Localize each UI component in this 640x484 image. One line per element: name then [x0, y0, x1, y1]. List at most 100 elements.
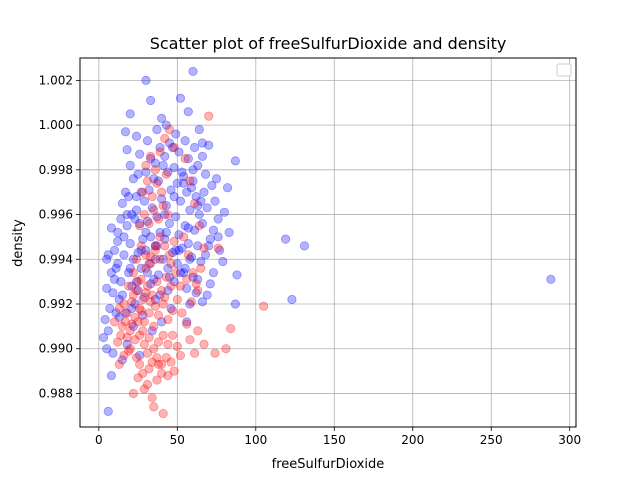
- data-point: [102, 254, 112, 264]
- data-point: [174, 230, 184, 240]
- data-point: [120, 308, 131, 318]
- data-point: [133, 317, 143, 327]
- data-point: [150, 254, 160, 264]
- data-point: [116, 277, 126, 287]
- data-point: [150, 245, 160, 255]
- data-point: [153, 270, 164, 280]
- data-point: [189, 198, 200, 208]
- data-point: [125, 344, 135, 354]
- data-point: [135, 218, 145, 229]
- data-point: [208, 225, 219, 235]
- data-point: [157, 194, 167, 204]
- data-point: [142, 176, 153, 186]
- data-point: [136, 245, 146, 255]
- data-point: [185, 205, 195, 215]
- data-point: [172, 341, 182, 352]
- data-point: [153, 176, 164, 186]
- data-point: [175, 196, 186, 206]
- data-point: [146, 279, 156, 289]
- data-point: [259, 301, 269, 311]
- data-point: [188, 268, 198, 278]
- data-point: [146, 151, 156, 161]
- data-point: [114, 294, 124, 305]
- grid-lines: [80, 58, 576, 427]
- data-point: [189, 348, 200, 358]
- data-point: [149, 344, 159, 354]
- data-point: [150, 165, 160, 175]
- data-point: [122, 145, 132, 155]
- data-point: [141, 227, 151, 238]
- data-point: [174, 245, 184, 255]
- data-point: [128, 290, 138, 300]
- data-point: [218, 256, 228, 267]
- data-point: [210, 348, 220, 358]
- data-point: [142, 281, 153, 291]
- data-point: [142, 136, 153, 146]
- data-point: [105, 303, 115, 314]
- data-point: [146, 252, 156, 262]
- data-point: [108, 288, 118, 298]
- data-point: [146, 154, 156, 164]
- data-point: [182, 274, 192, 284]
- data-point: [204, 140, 214, 150]
- data-point: [150, 294, 160, 305]
- data-point: [155, 227, 165, 238]
- data-point: [161, 227, 171, 238]
- data-point: [174, 147, 184, 157]
- data-point: [166, 281, 176, 291]
- data-point: [103, 250, 113, 260]
- data-point: [157, 317, 167, 327]
- data-point: [164, 138, 175, 148]
- data-point: [133, 169, 143, 179]
- data-point: [149, 274, 159, 284]
- data-point: [102, 344, 112, 354]
- data-point: [200, 169, 211, 179]
- data-point: [106, 370, 116, 381]
- data-point: [98, 332, 109, 343]
- y-tick-label: 0.988: [39, 386, 73, 400]
- data-point: [185, 254, 195, 264]
- x-tick-label: 150: [323, 433, 346, 447]
- data-point: [149, 402, 159, 412]
- y-tick-label: 1.000: [39, 118, 73, 132]
- data-point: [193, 160, 203, 170]
- chart-title: Scatter plot of freeSulfurDioxide and de…: [150, 34, 507, 53]
- data-point: [144, 364, 154, 374]
- data-point: [124, 281, 134, 291]
- data-point: [125, 160, 135, 170]
- data-point: [194, 209, 204, 220]
- data-point: [119, 232, 129, 242]
- data-point: [139, 384, 149, 394]
- data-point: [141, 167, 151, 177]
- data-point: [166, 259, 176, 269]
- data-point: [150, 301, 160, 311]
- data-point: [119, 350, 129, 361]
- data-point: [169, 236, 179, 246]
- data-point: [139, 209, 149, 220]
- data-point: [114, 359, 124, 369]
- data-point: [147, 192, 157, 202]
- data-point: [127, 209, 137, 220]
- data-point: [109, 317, 120, 327]
- data-point: [185, 176, 195, 186]
- data-point: [147, 290, 157, 300]
- data-point: [147, 357, 157, 367]
- data-point: [164, 218, 175, 229]
- data-point: [130, 312, 140, 323]
- data-point: [128, 254, 138, 264]
- data-point: [117, 321, 127, 331]
- data-point: [169, 277, 179, 287]
- data-point: [102, 283, 112, 293]
- data-point: [133, 277, 143, 287]
- data-point: [182, 319, 192, 329]
- y-tick-label: 0.994: [39, 252, 73, 266]
- data-point: [188, 176, 198, 186]
- data-point: [205, 234, 215, 244]
- data-point: [208, 268, 219, 278]
- data-point: [139, 292, 149, 302]
- data-point: [161, 169, 171, 179]
- data-point: [120, 187, 131, 197]
- data-point: [146, 297, 156, 307]
- data-point: [163, 209, 173, 220]
- data-point: [136, 263, 146, 273]
